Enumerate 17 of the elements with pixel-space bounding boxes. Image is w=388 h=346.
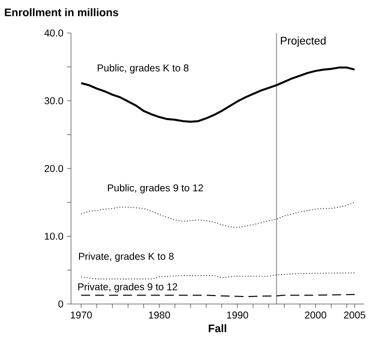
y-tick-label: 30.0: [44, 97, 64, 104]
series-label: Private, grades K to 8: [79, 252, 174, 262]
series-label: Private, grades 9 to 12: [78, 282, 178, 292]
ref-line-label: Projected: [280, 36, 326, 47]
x-tick-label: 1970: [70, 312, 92, 319]
x-tick-label: 1990: [227, 312, 248, 319]
x-tick-label: 2005: [344, 312, 366, 319]
y-tick-label: 20.0: [44, 164, 64, 172]
series-label: Public, grades K to 8: [98, 64, 188, 74]
y-tick-label: 10.0: [44, 232, 64, 240]
x-tick-label: 1980: [148, 312, 170, 319]
x-tick-label: 2000: [304, 312, 326, 319]
x-axis-title: Fall: [208, 324, 226, 332]
series-label: Public, grades 9 to 12: [108, 184, 203, 194]
y-tick-label: 0: [58, 300, 64, 308]
y-tick-label: 40.0: [44, 29, 64, 37]
y-axis-title: Enrollment in millions: [4, 8, 118, 16]
